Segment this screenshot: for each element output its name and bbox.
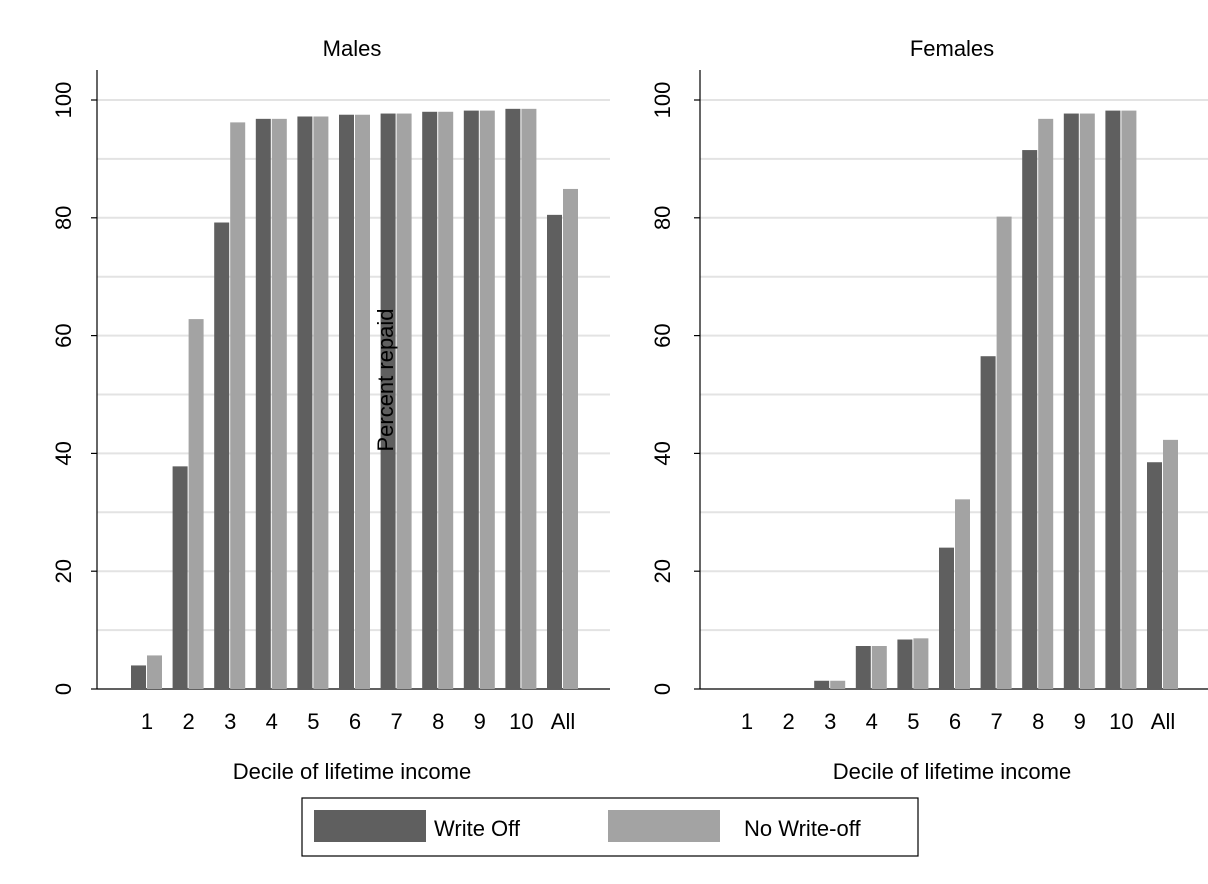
- males-bar-no-write-off: [438, 111, 454, 689]
- females-bar-write-off: [814, 680, 830, 689]
- males-bar-write-off: [255, 118, 271, 689]
- females-x-tick-label: 10: [1109, 709, 1133, 734]
- females-x-tick-label: 8: [1032, 709, 1044, 734]
- males-y-tick-label: 0: [51, 683, 76, 695]
- males-bar-no-write-off: [355, 114, 370, 690]
- males-bar-no-write-off: [188, 319, 204, 689]
- males-x-tick-label: 5: [307, 709, 319, 734]
- males-y-tick-label: 60: [51, 323, 76, 347]
- females-bar-no-write-off: [955, 499, 970, 689]
- males-bar-no-write-off: [147, 655, 162, 689]
- males-x-tick-label: 9: [474, 709, 486, 734]
- females-bar-write-off: [1147, 462, 1162, 689]
- males-bar-write-off: [339, 114, 354, 690]
- males-bar-write-off: [172, 466, 188, 689]
- females-bar-no-write-off: [871, 646, 887, 689]
- males-bar-write-off: [297, 116, 313, 689]
- males-x-tick-label: 6: [349, 709, 361, 734]
- females-bar-write-off: [855, 646, 871, 689]
- females-x-tick-label: 5: [907, 709, 919, 734]
- females-y-tick-label: 60: [650, 323, 675, 347]
- females-x-tick-label: 7: [990, 709, 1002, 734]
- females-x-tick-label: 9: [1074, 709, 1086, 734]
- males-bar-write-off: [547, 214, 562, 690]
- females-bar-write-off: [1022, 150, 1038, 689]
- legend-label-no-write-off: No Write-off: [744, 816, 861, 841]
- males-y-tick-label: 40: [51, 441, 76, 465]
- males-bar-write-off: [131, 665, 146, 689]
- y-axis-label: Percent repaid: [373, 308, 398, 451]
- females-y-tick-label: 40: [650, 441, 675, 465]
- females-bar-no-write-off: [1121, 110, 1137, 690]
- females-y-tick-label: 20: [650, 559, 675, 583]
- females-x-tick-label: 6: [949, 709, 961, 734]
- males-bar-write-off: [463, 110, 479, 690]
- females-bar-write-off: [1105, 110, 1121, 690]
- females-bar-write-off: [1063, 113, 1079, 689]
- females-bar-no-write-off: [1079, 113, 1095, 689]
- males-x-tick-label: 2: [182, 709, 194, 734]
- legend-label-write-off: Write Off: [434, 816, 521, 841]
- females-bar-no-write-off: [1038, 118, 1054, 689]
- females-bar-write-off: [939, 547, 954, 689]
- males-bar-write-off: [422, 111, 438, 689]
- females-x-tick-label: All: [1151, 709, 1175, 734]
- males-x-tick-label: 7: [390, 709, 402, 734]
- females-bar-no-write-off: [1163, 439, 1178, 689]
- females-x-tick-label: 4: [866, 709, 878, 734]
- females-x-tick-label: 3: [824, 709, 836, 734]
- females-bar-no-write-off: [996, 216, 1012, 689]
- males-x-tick-label: 8: [432, 709, 444, 734]
- males-x-tick-label: 3: [224, 709, 236, 734]
- males-bar-no-write-off: [271, 118, 287, 689]
- females-y-tick-label: 80: [650, 206, 675, 230]
- legend-swatch-write-off: [314, 810, 426, 842]
- males-y-tick-label: 20: [51, 559, 76, 583]
- males-bar-no-write-off: [521, 108, 537, 689]
- males-bar-write-off: [505, 108, 521, 689]
- legend-swatch-no-write-off: [608, 810, 720, 842]
- males-bar-no-write-off: [230, 122, 246, 689]
- males-bar-no-write-off: [563, 188, 578, 689]
- males-x-axis-label: Decile of lifetime income: [233, 759, 471, 784]
- males-x-tick-label: 1: [141, 709, 153, 734]
- males-y-tick-label: 100: [51, 82, 76, 119]
- females-bar-write-off: [980, 356, 996, 689]
- females-x-tick-label: 1: [741, 709, 753, 734]
- males-bar-no-write-off: [313, 116, 329, 689]
- females-bar-write-off: [897, 639, 913, 689]
- males-bar-write-off: [380, 113, 396, 689]
- males-y-tick-label: 80: [51, 206, 76, 230]
- females-x-axis-label: Decile of lifetime income: [833, 759, 1071, 784]
- females-bar-no-write-off: [830, 680, 846, 689]
- males-bar-no-write-off: [479, 110, 495, 690]
- females-y-tick-label: 100: [650, 82, 675, 119]
- males-x-tick-label: All: [551, 709, 575, 734]
- males-bar-write-off: [214, 222, 230, 689]
- males-title: Males: [323, 36, 382, 61]
- females-bar-no-write-off: [913, 638, 929, 689]
- males-bar-no-write-off: [396, 113, 412, 689]
- males-x-tick-label: 4: [266, 709, 278, 734]
- males-x-tick-label: 10: [509, 709, 533, 734]
- females-x-tick-label: 2: [782, 709, 794, 734]
- females-title: Females: [910, 36, 994, 61]
- females-y-tick-label: 0: [650, 683, 675, 695]
